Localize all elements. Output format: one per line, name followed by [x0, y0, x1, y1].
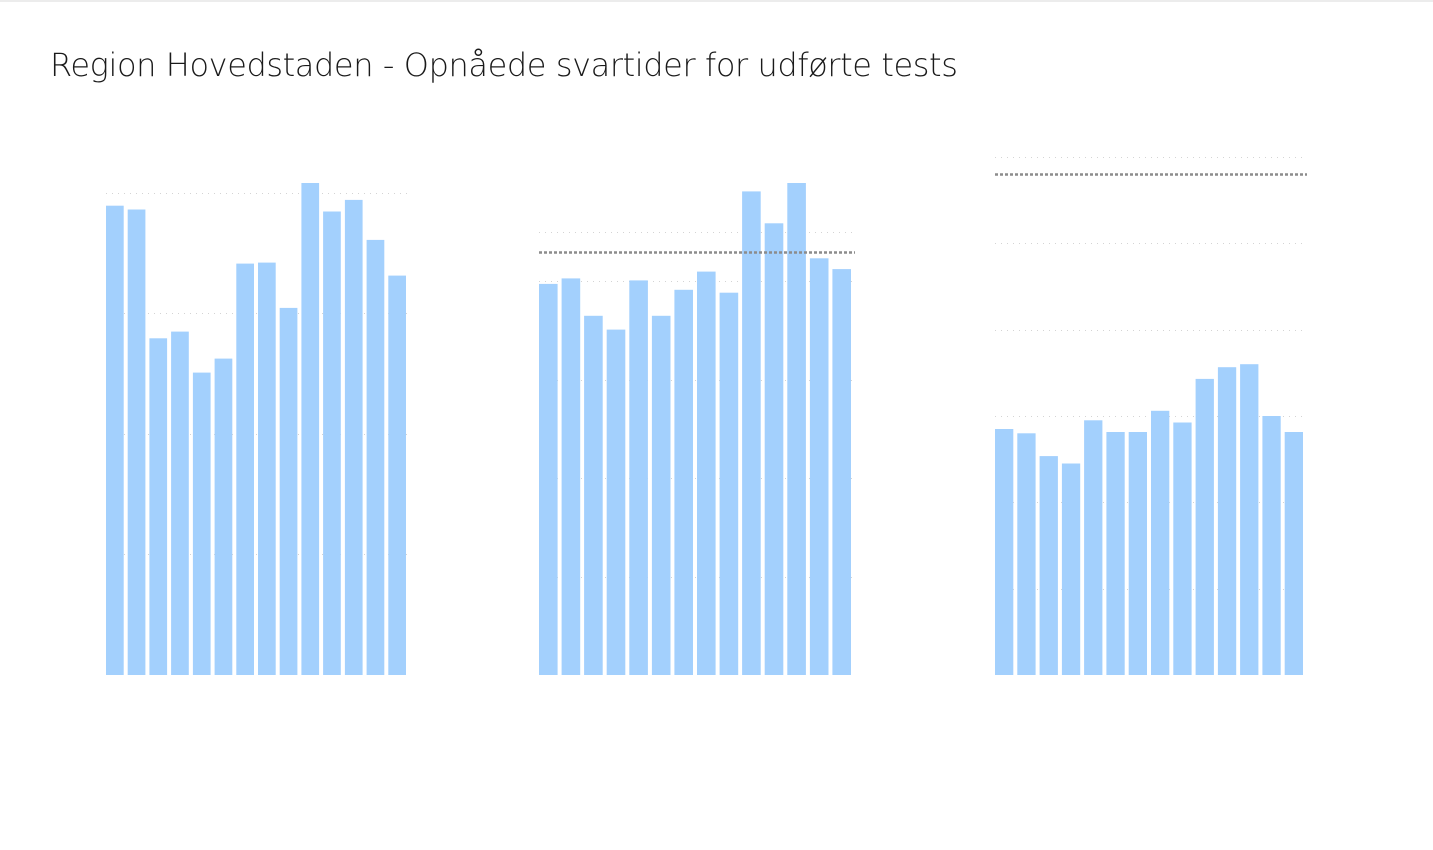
bar [764, 223, 784, 676]
bar [214, 358, 233, 675]
bar [344, 199, 363, 675]
bar [1173, 422, 1192, 675]
page-title: Region Hovedstaden - Opnåede svartider f… [50, 46, 958, 84]
bar [697, 271, 716, 675]
bar [584, 315, 603, 675]
bar [674, 289, 693, 675]
bar [719, 292, 739, 675]
bar [171, 331, 189, 675]
bar [388, 275, 406, 675]
bar [539, 283, 558, 675]
bar [192, 372, 211, 675]
chart-1 [106, 183, 410, 675]
bar [1151, 410, 1170, 675]
bar [651, 315, 671, 675]
bar [809, 258, 829, 675]
bar [1084, 420, 1103, 675]
bar [995, 429, 1014, 675]
top-divider [0, 0, 1433, 2]
bar [1240, 364, 1259, 675]
bar [1128, 432, 1147, 675]
bar [106, 205, 124, 675]
bar [1284, 432, 1303, 675]
bar [1195, 378, 1214, 675]
bar [606, 329, 626, 675]
bar [1039, 456, 1058, 675]
bar [323, 211, 341, 675]
bar [236, 263, 254, 675]
bar [149, 338, 168, 675]
bar [742, 191, 761, 675]
bar [1106, 432, 1125, 675]
bar [1061, 463, 1081, 675]
bar [629, 280, 648, 675]
bar [1262, 416, 1281, 675]
bar [1017, 433, 1036, 675]
bar [258, 262, 276, 675]
bar [301, 183, 320, 675]
chart-2 [539, 183, 855, 676]
bar [366, 239, 385, 675]
bar [561, 278, 581, 675]
bar [787, 183, 806, 675]
bar [279, 307, 298, 675]
bar [1217, 367, 1237, 675]
bar [127, 209, 146, 675]
chart-3 [995, 157, 1307, 675]
bar [832, 269, 851, 675]
